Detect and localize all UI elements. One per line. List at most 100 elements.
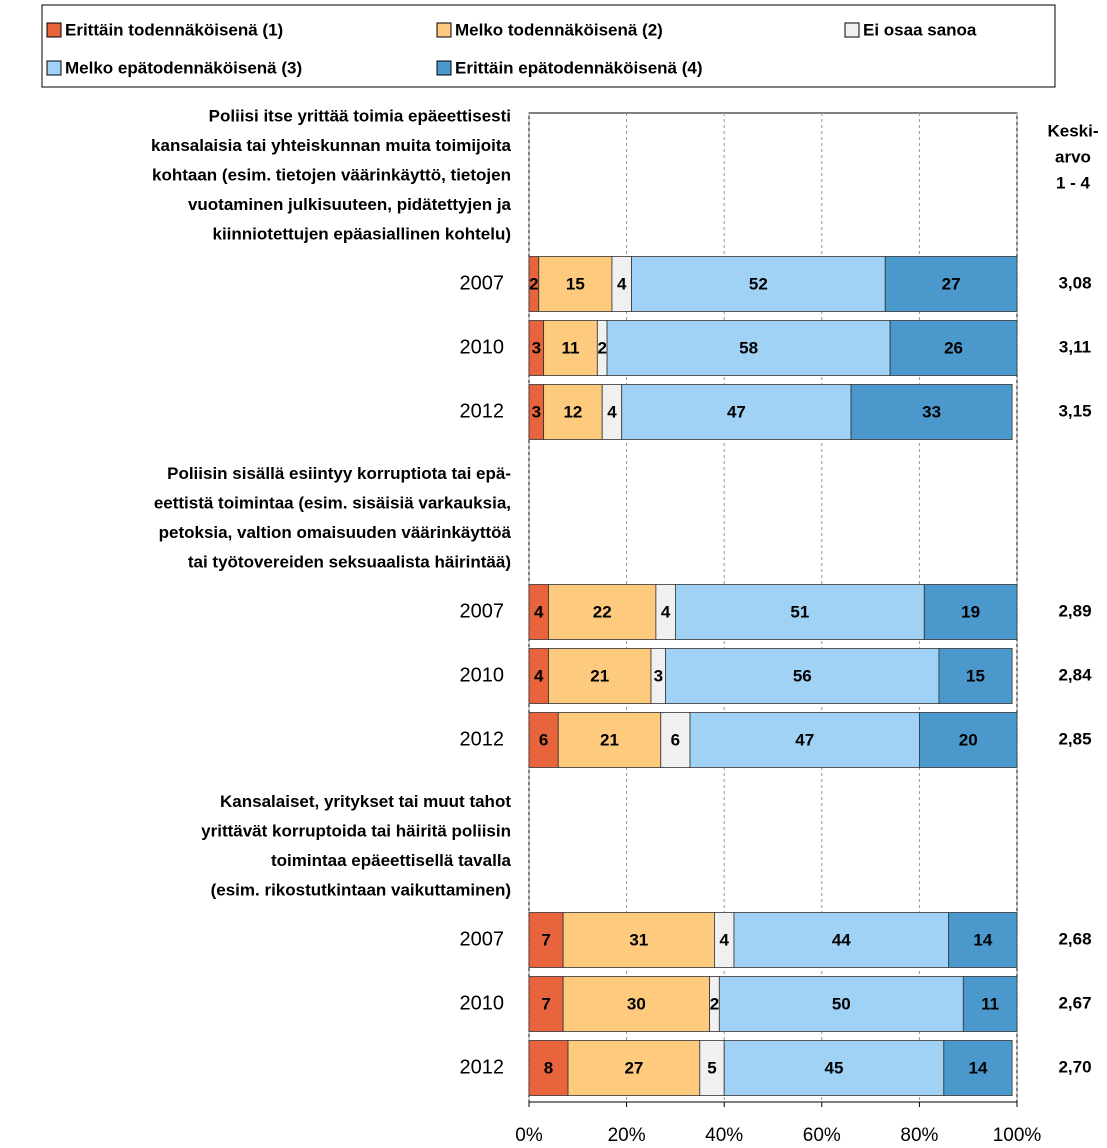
- bar-segment: [733, 912, 950, 968]
- group-label: (esim. rikostutkintaan vaikuttaminen): [211, 880, 511, 899]
- legend-label: Melko todennäköisenä (2): [455, 20, 663, 39]
- bar-segment: [943, 1040, 1013, 1096]
- bar-segment: [850, 384, 1013, 440]
- data-label: 31: [629, 930, 648, 949]
- data-label: 15: [966, 666, 985, 685]
- data-label: 21: [590, 666, 609, 685]
- bar-segment: [606, 320, 891, 376]
- y-tick-label: 2012: [460, 1056, 505, 1078]
- y-tick-label: 2010: [460, 664, 505, 686]
- data-label: 50: [832, 994, 851, 1013]
- bar-segment: [665, 648, 940, 704]
- legend-swatch: [844, 22, 860, 38]
- bar-segment: [938, 648, 1013, 704]
- group-label: petoksia, valtion omaisuuden väärinkäytt…: [159, 523, 512, 542]
- y-tick-label: 2010: [460, 336, 505, 358]
- data-label: 58: [739, 338, 758, 357]
- mean-label: 2,67: [1058, 993, 1091, 1012]
- bar-segment: [548, 584, 657, 640]
- data-label: 4: [617, 274, 627, 293]
- bar-segment: [543, 320, 598, 376]
- x-tick-label: 80%: [900, 1125, 938, 1146]
- bar-segment: [699, 1040, 725, 1096]
- bar-segment: [562, 976, 710, 1032]
- mean-title: arvo: [1055, 147, 1091, 166]
- bar-segment: [548, 648, 652, 704]
- y-tick-label: 2010: [460, 992, 505, 1014]
- group-label: Poliisin sisällä esiintyy korruptiota ta…: [167, 464, 511, 483]
- mean-label: 3,11: [1059, 337, 1091, 356]
- mean-label: 3,15: [1058, 401, 1091, 420]
- data-label: 19: [961, 602, 980, 621]
- x-tick-label: 0%: [515, 1125, 543, 1146]
- data-label: 3: [654, 666, 663, 685]
- data-label: 11: [981, 994, 999, 1013]
- mean-label: 3,08: [1058, 273, 1091, 292]
- group-label: eettistä toimintaa (esim. sisäisiä varka…: [154, 493, 511, 512]
- bar-segment: [718, 976, 964, 1032]
- bar-segment: [528, 912, 564, 968]
- legend-swatch: [46, 60, 62, 76]
- legend-label: Ei osaa sanoa: [863, 20, 977, 39]
- legend-swatch: [46, 22, 62, 38]
- data-label: 7: [541, 930, 550, 949]
- mean-title: Keski-: [1047, 121, 1098, 140]
- mean-label: 2,84: [1058, 665, 1092, 684]
- bar-segment: [621, 384, 852, 440]
- data-label: 6: [539, 730, 548, 749]
- x-tick-label: 60%: [803, 1125, 841, 1146]
- legend-label: Melko epätodennäköisenä (3): [65, 58, 302, 77]
- data-label: 2: [710, 994, 719, 1013]
- bar-segment: [962, 976, 1018, 1032]
- data-label: 2: [529, 274, 538, 293]
- data-label: 56: [793, 666, 812, 685]
- data-label: 52: [749, 274, 768, 293]
- group-label: yrittävät korruptoida tai häiritä poliis…: [201, 821, 511, 840]
- data-label: 47: [727, 402, 746, 421]
- data-label: 5: [707, 1058, 716, 1077]
- data-label: 2: [597, 338, 606, 357]
- bar-segment: [543, 384, 603, 440]
- x-tick-label: 40%: [705, 1125, 743, 1146]
- data-label: 20: [959, 730, 978, 749]
- bar-segment: [660, 712, 691, 768]
- legend-label: Erittäin todennäköisenä (1): [65, 20, 283, 39]
- data-label: 27: [942, 274, 961, 293]
- data-label: 45: [825, 1058, 844, 1077]
- data-label: 14: [968, 1058, 987, 1077]
- mean-label: 2,70: [1058, 1057, 1091, 1076]
- bar-segment: [689, 712, 920, 768]
- data-label: 3: [532, 402, 541, 421]
- y-tick-label: 2012: [460, 728, 505, 750]
- group-label: kohtaan (esim. tietojen väärinkäyttö, ti…: [152, 165, 511, 184]
- group-label: Kansalaiset, yritykset tai muut tahot: [220, 792, 511, 811]
- bar-segment: [528, 1040, 569, 1096]
- y-tick-label: 2007: [460, 928, 505, 950]
- bar-segment: [567, 1040, 701, 1096]
- data-label: 4: [534, 602, 544, 621]
- mean-label: 2,85: [1058, 729, 1091, 748]
- data-label: 8: [544, 1058, 553, 1077]
- data-label: 4: [534, 666, 544, 685]
- bar-segment: [528, 976, 564, 1032]
- y-tick-label: 2012: [460, 400, 505, 422]
- data-label: 14: [973, 930, 992, 949]
- bar-segment: [631, 256, 886, 312]
- legend-box: [41, 4, 1056, 88]
- bar-segment: [884, 256, 1018, 312]
- bar-segment: [675, 584, 925, 640]
- legend-swatch: [436, 22, 452, 38]
- bar-segment: [948, 912, 1018, 968]
- y-tick-label: 2007: [460, 600, 505, 622]
- data-label: 47: [795, 730, 814, 749]
- data-label: 30: [627, 994, 646, 1013]
- group-label: kiinniotettujen epäasiallinen kohtelu): [213, 224, 512, 243]
- group-label: toimintaa epäeettisellä tavalla: [271, 851, 512, 870]
- group-label: Poliisi itse yrittää toimia epäeettisest…: [209, 106, 511, 125]
- data-label: 26: [944, 338, 963, 357]
- data-label: 4: [719, 930, 729, 949]
- mean-label: 2,68: [1058, 929, 1091, 948]
- data-label: 44: [832, 930, 851, 949]
- data-label: 4: [607, 402, 617, 421]
- data-label: 6: [671, 730, 680, 749]
